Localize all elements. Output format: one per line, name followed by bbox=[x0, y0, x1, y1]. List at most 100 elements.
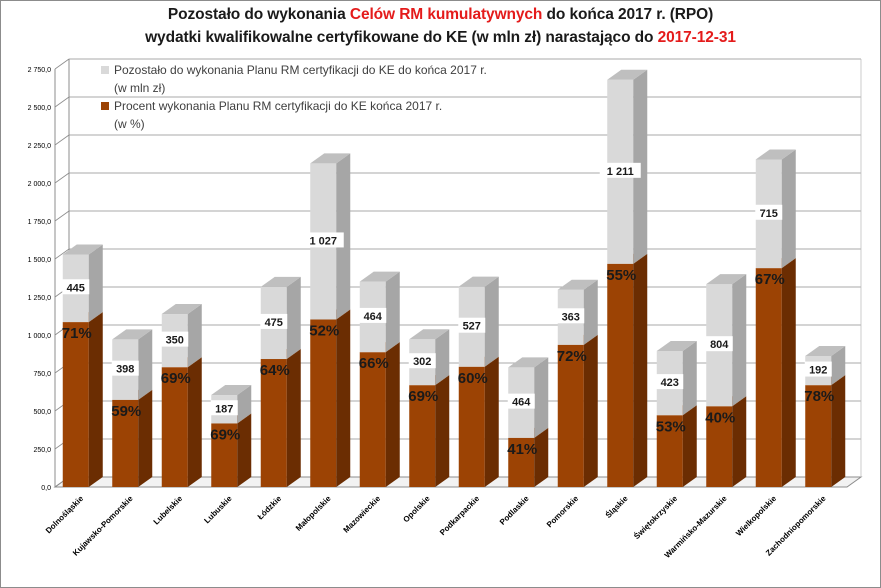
bar-remaining-top bbox=[359, 271, 400, 282]
legend-label: (w %) bbox=[114, 117, 145, 131]
bar-percent-front bbox=[458, 366, 485, 487]
percent-data-label: 55% bbox=[606, 267, 636, 284]
bar-remaining-side bbox=[187, 304, 202, 368]
legend-swatch-percent bbox=[101, 102, 109, 110]
category-label: Śląskie bbox=[604, 494, 630, 520]
bar-remaining-top bbox=[755, 149, 796, 160]
bar-percent bbox=[260, 349, 301, 487]
percent-data-label: 71% bbox=[62, 325, 92, 342]
y-tick-label: 500,0 bbox=[33, 409, 51, 416]
bar-remaining-side bbox=[682, 340, 697, 416]
y-tick-label: 1 250,0 bbox=[28, 295, 51, 302]
bar-percent-side bbox=[682, 405, 697, 487]
gridline-side bbox=[54, 58, 70, 70]
bar-remaining-top bbox=[508, 357, 549, 368]
bar-remaining-top bbox=[310, 153, 351, 164]
bar-percent-side bbox=[336, 309, 351, 487]
bar-percent-front bbox=[112, 399, 139, 487]
remaining-label-bg bbox=[599, 162, 641, 178]
remaining-data-label: 423 bbox=[661, 377, 679, 389]
bar-remaining-side bbox=[583, 279, 598, 345]
remaining-label-bg bbox=[359, 307, 387, 323]
bar-remaining-side bbox=[484, 276, 499, 367]
bar-remaining-side bbox=[237, 385, 252, 424]
bar-percent-side bbox=[286, 349, 301, 487]
title-part-2: do końca 2017 r. (RPO) bbox=[542, 6, 714, 23]
remaining-data-label: 1 027 bbox=[309, 235, 337, 247]
category-label: Podlaskie bbox=[498, 494, 531, 527]
bar-percent bbox=[755, 258, 796, 487]
category-label: Dolnośląskie bbox=[44, 494, 86, 536]
bar-remaining-top bbox=[112, 329, 153, 340]
bar-percent-front bbox=[359, 352, 386, 487]
bar-remaining-top bbox=[260, 276, 301, 287]
remaining-label-bg bbox=[557, 308, 585, 324]
bar-percent-front bbox=[310, 319, 337, 487]
bar-percent bbox=[706, 396, 747, 487]
percent-data-label: 52% bbox=[309, 322, 339, 339]
bar-percent-side bbox=[831, 375, 846, 487]
legend-label: Pozostało do wykonania Planu RM certyfik… bbox=[114, 63, 487, 77]
bar-remaining-side bbox=[385, 271, 400, 353]
gridline-side bbox=[54, 248, 70, 260]
category-label: Mazowieckie bbox=[342, 494, 383, 535]
remaining-data-label: 350 bbox=[166, 335, 184, 347]
remaining-data-label: 715 bbox=[760, 208, 778, 220]
bar-percent bbox=[62, 312, 103, 487]
remaining-label-bg bbox=[210, 400, 238, 416]
remaining-label-bg bbox=[755, 204, 783, 220]
percent-data-label: 69% bbox=[408, 388, 438, 405]
bar-percent-side bbox=[633, 253, 648, 487]
percent-data-label: 69% bbox=[161, 370, 191, 387]
percent-data-label: 69% bbox=[210, 426, 240, 443]
bar-remaining-top bbox=[458, 276, 499, 287]
remaining-data-label: 475 bbox=[265, 317, 283, 329]
bar-percent-front bbox=[706, 406, 733, 487]
y-tick-label: 0,0 bbox=[41, 485, 51, 492]
bar-remaining-top bbox=[409, 329, 450, 340]
bar-percent-side bbox=[781, 258, 796, 487]
remaining-data-label: 398 bbox=[116, 364, 134, 376]
y-tick-label: 750,0 bbox=[33, 371, 51, 378]
bar-remaining-side bbox=[138, 329, 153, 400]
remaining-label-bg bbox=[302, 232, 344, 248]
remaining-label-bg bbox=[656, 374, 684, 390]
percent-data-label: 40% bbox=[705, 409, 735, 426]
bar-percent-front bbox=[557, 344, 584, 487]
bar-percent-front bbox=[755, 268, 782, 487]
bar-percent-side bbox=[88, 312, 103, 487]
remaining-data-label: 527 bbox=[463, 321, 481, 333]
bar-percent-side bbox=[484, 356, 499, 487]
bar-percent bbox=[310, 309, 351, 487]
remaining-data-label: 464 bbox=[512, 397, 531, 409]
y-tick-label: 1 750,0 bbox=[28, 219, 51, 226]
chart-title-line-2: wydatki kwalifikowalne certyfikowane do … bbox=[0, 29, 881, 47]
remaining-data-label: 1 211 bbox=[607, 166, 634, 178]
bar-percent-side bbox=[187, 357, 202, 487]
title-part-3: wydatki kwalifikowalne certyfikowane do … bbox=[145, 29, 658, 46]
bar-percent-front bbox=[607, 263, 634, 487]
bar-percent bbox=[359, 342, 400, 487]
percent-data-label: 59% bbox=[111, 403, 141, 420]
y-tick-label: 2 000,0 bbox=[28, 181, 51, 188]
remaining-data-label: 192 bbox=[809, 365, 827, 377]
percent-data-label: 60% bbox=[458, 370, 488, 387]
gridline-side bbox=[54, 210, 70, 222]
bar-remaining-top bbox=[62, 244, 103, 255]
y-tick-label: 2 500,0 bbox=[28, 105, 51, 112]
remaining-data-label: 464 bbox=[364, 311, 383, 323]
chart-legend: Pozostało do wykonania Planu RM certyfik… bbox=[101, 63, 487, 131]
category-label: Opolskie bbox=[401, 494, 432, 525]
remaining-label-bg bbox=[804, 361, 832, 377]
bar-percent-front bbox=[508, 437, 535, 487]
bar-percent-front bbox=[211, 423, 238, 487]
percent-data-label: 66% bbox=[359, 355, 389, 372]
title-highlight-1: Celów RM kumulatywnych bbox=[349, 6, 543, 23]
remaining-label-bg bbox=[62, 279, 90, 295]
bar-remaining-top bbox=[656, 340, 697, 351]
bar-remaining-side bbox=[534, 357, 549, 438]
bar-remaining bbox=[557, 279, 598, 345]
bar-percent-front bbox=[805, 385, 832, 487]
bar-remaining-top bbox=[557, 279, 598, 290]
